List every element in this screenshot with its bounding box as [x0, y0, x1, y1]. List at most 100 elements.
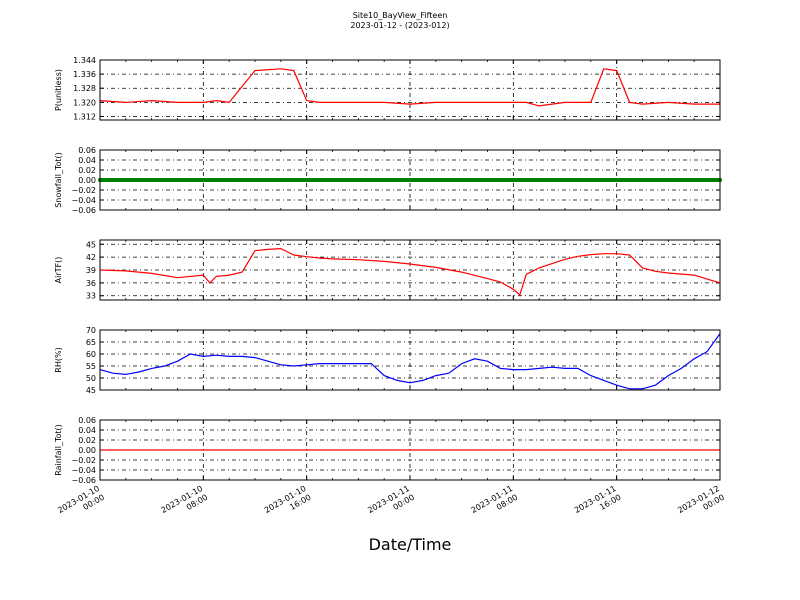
panel-1: 1.312 1.320 1.328 1.336 1.344 P(unitless)	[54, 56, 721, 121]
data-point	[156, 178, 161, 182]
series-line	[99, 68, 720, 107]
y-axis-label: AirTF()	[54, 257, 63, 284]
data-point	[608, 178, 613, 182]
data-point	[317, 178, 322, 182]
data-point	[491, 178, 496, 182]
data-point	[653, 178, 658, 182]
data-point	[369, 178, 374, 182]
data-point	[659, 178, 664, 182]
x-tick-label: 2023-01-1116:00	[573, 484, 623, 524]
data-point	[588, 178, 593, 182]
y-tick-label: −0.06	[71, 206, 96, 215]
panel-4: 45 50 55 60 65 70 RH(%)	[54, 326, 721, 395]
data-point	[130, 178, 135, 182]
data-point	[524, 178, 529, 182]
data-point	[563, 178, 567, 182]
data-point	[472, 178, 477, 182]
data-point	[388, 178, 393, 182]
data-point	[362, 178, 367, 182]
y-tick-label: 0.04	[78, 156, 96, 165]
x-tick-label: 2023-01-1008:00	[160, 484, 210, 524]
data-point	[149, 178, 154, 182]
data-point	[711, 178, 716, 182]
data-point	[666, 178, 671, 182]
y-tick-label: 36	[86, 279, 96, 288]
chart-title: Site10_BayView_Fifteen	[352, 11, 448, 20]
data-point	[556, 178, 561, 182]
data-point	[356, 178, 361, 182]
x-tick-label: 2023-01-1100:00	[366, 484, 416, 524]
y-tick-label: 0.00	[78, 176, 96, 185]
y-tick-label: 0.00	[78, 446, 96, 455]
y-axis-label: RH(%)	[54, 347, 63, 372]
data-point	[530, 178, 535, 182]
data-point	[485, 178, 490, 182]
data-point	[401, 178, 406, 182]
data-point	[253, 178, 257, 182]
x-axis-label: Date/Time	[368, 535, 452, 554]
data-point	[601, 178, 606, 182]
y-tick-label: 33	[86, 292, 96, 301]
y-tick-label: 55	[86, 362, 96, 371]
data-point	[240, 178, 245, 182]
axes-frame	[99, 149, 721, 211]
data-point	[285, 178, 290, 182]
data-point	[582, 178, 587, 182]
data-point	[162, 178, 167, 182]
panel-5: −0.06−0.04−0.020.000.020.040.06 Rainfall_…	[54, 416, 721, 485]
y-axis-label: Snowfall_Tot()	[54, 152, 63, 208]
data-point	[298, 178, 303, 182]
data-point	[685, 178, 690, 182]
data-point	[433, 178, 438, 182]
data-point	[375, 178, 380, 182]
data-point	[272, 178, 277, 182]
data-point	[698, 178, 703, 182]
data-point	[537, 178, 542, 182]
y-tick-label: 70	[86, 326, 96, 335]
data-point	[627, 178, 632, 182]
data-point	[194, 178, 199, 182]
data-point	[110, 178, 115, 182]
y-tick-label: 0.04	[78, 426, 96, 435]
panel-3: 33 36 39 42 45 AirTF()	[54, 239, 721, 301]
data-point	[459, 178, 464, 182]
data-point	[227, 178, 232, 182]
x-tick-label: 2023-01-1108:00	[470, 484, 520, 524]
data-point	[427, 178, 432, 182]
data-point	[446, 178, 451, 182]
data-point	[511, 178, 516, 182]
y-tick-label: 0.06	[78, 146, 96, 155]
data-point	[246, 178, 251, 182]
data-point	[201, 178, 206, 182]
data-point	[466, 178, 471, 182]
data-point	[517, 178, 522, 182]
data-point	[504, 178, 509, 182]
data-point	[169, 178, 174, 182]
x-tick-label: 2023-01-1200:00	[676, 484, 726, 524]
data-point	[575, 178, 580, 182]
data-point	[640, 178, 645, 182]
data-point	[291, 178, 296, 182]
axes-frame	[99, 329, 721, 391]
y-tick-label: 45	[86, 386, 96, 395]
data-point	[104, 178, 109, 182]
y-tick-label: 1.336	[73, 70, 96, 79]
y-tick-label: 0.06	[78, 416, 96, 425]
data-point	[117, 178, 122, 182]
data-point	[550, 178, 555, 182]
data-point	[543, 178, 548, 182]
y-tick-label: 1.344	[73, 56, 96, 65]
data-point	[672, 178, 677, 182]
y-tick-label: 1.320	[73, 98, 96, 107]
data-point	[324, 178, 329, 182]
data-point	[420, 178, 425, 182]
data-point	[408, 178, 412, 182]
data-point	[479, 178, 484, 182]
y-tick-label: −0.04	[71, 466, 96, 475]
y-tick-label: 45	[86, 240, 96, 249]
y-tick-label: 42	[86, 253, 96, 262]
y-tick-label: 1.328	[73, 84, 96, 93]
y-tick-label: 60	[86, 350, 96, 359]
data-point	[143, 178, 148, 182]
